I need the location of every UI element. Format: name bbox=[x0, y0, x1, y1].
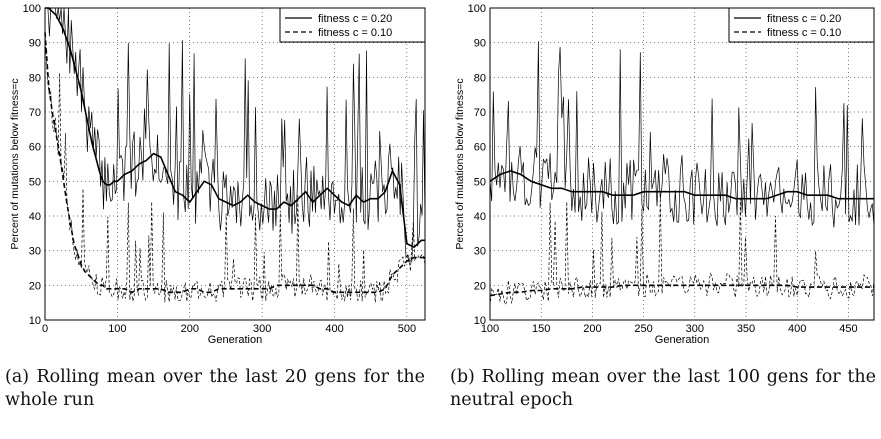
y-tick-label: 80 bbox=[474, 72, 486, 84]
x-tick-label: 350 bbox=[737, 323, 755, 335]
y-tick-label: 50 bbox=[474, 176, 486, 188]
y-tick-label: 100 bbox=[23, 3, 41, 15]
x-tick-label: 200 bbox=[583, 323, 601, 335]
x-tick-label: 450 bbox=[839, 323, 857, 335]
legend-box bbox=[279, 7, 426, 43]
panel-a-raw-trace-0 bbox=[45, 7, 426, 263]
y-tick-label: 20 bbox=[474, 280, 486, 292]
y-tick-label: 60 bbox=[474, 142, 486, 154]
y-tick-label: 70 bbox=[474, 107, 486, 119]
y-tick-label: 30 bbox=[474, 246, 486, 258]
legend-entry: fitness c = 0.10 bbox=[767, 27, 841, 39]
panel-a-series-line-1 bbox=[44, 32, 425, 294]
y-tick-label: 10 bbox=[29, 315, 41, 327]
panel-b-legend: fitness c = 0.20 fitness c = 0.10 bbox=[728, 7, 875, 43]
panel-a-axes-frame bbox=[44, 7, 426, 321]
y-tick-label: 80 bbox=[29, 72, 41, 84]
panel-b-axes-frame bbox=[489, 7, 875, 321]
y-tick-label: 50 bbox=[29, 176, 41, 188]
y-tick-label: 30 bbox=[29, 246, 41, 258]
panel-b-raw-trace-0 bbox=[489, 41, 875, 228]
panel-a-series-line-0 bbox=[45, 7, 425, 249]
x-tick-label: 100 bbox=[481, 323, 499, 335]
x-tick-label: 400 bbox=[325, 323, 343, 335]
panel-a-x-axis-label: Generation bbox=[208, 334, 262, 346]
panel-b-series-line-1 bbox=[489, 284, 874, 297]
y-tick-label: 60 bbox=[29, 142, 41, 154]
panel-b-series-line-0 bbox=[489, 170, 874, 200]
panel-a-legend: fitness c = 0.20 fitness c = 0.10 bbox=[279, 7, 426, 43]
x-tick-label: 300 bbox=[686, 323, 704, 335]
panel-b-y-axis-label: Percent of mutations below fitness=c bbox=[454, 78, 466, 249]
x-tick-label: 250 bbox=[634, 323, 652, 335]
x-tick-label: 400 bbox=[788, 323, 806, 335]
panel-a-raw-trace-1 bbox=[44, 31, 426, 303]
y-tick-label: 40 bbox=[29, 211, 41, 223]
x-tick-label: 300 bbox=[253, 323, 271, 335]
x-tick-label: 0 bbox=[42, 323, 48, 335]
chart-panel-b: 10 20 30 40 50 60 70 80 90 100 100 150 200 250 300 350 4… bbox=[454, 3, 875, 346]
legend-entry: fitness c = 0.10 bbox=[318, 27, 392, 39]
chart-panel-a: 10 20 30 40 50 60 70 80 90 100 0 100 200 300 400 500 Gen… bbox=[9, 3, 426, 346]
y-tick-label: 10 bbox=[474, 315, 486, 327]
y-tick-label: 20 bbox=[29, 280, 41, 292]
x-tick-label: 100 bbox=[108, 323, 126, 335]
y-tick-label: 70 bbox=[29, 107, 41, 119]
panel-b-x-axis-label: Generation bbox=[655, 334, 709, 346]
y-tick-label: 100 bbox=[468, 3, 486, 15]
panel-a-y-axis-label: Percent of mutations below fitness=c bbox=[9, 78, 21, 249]
legend-box bbox=[728, 7, 875, 43]
x-tick-label: 150 bbox=[532, 323, 550, 335]
legend-entry: fitness c = 0.20 bbox=[767, 13, 841, 25]
x-tick-label: 500 bbox=[398, 323, 416, 335]
caption-a: (a) Rolling mean over the last 20 gens f… bbox=[5, 367, 425, 410]
panel-b-grid bbox=[489, 7, 874, 321]
x-tick-label: 200 bbox=[181, 323, 199, 335]
y-tick-label: 40 bbox=[474, 211, 486, 223]
panel-b-raw-trace-1 bbox=[489, 195, 875, 307]
caption-b: (b) Rolling mean over the last 100 gens … bbox=[450, 367, 876, 410]
legend-entry: fitness c = 0.20 bbox=[318, 13, 392, 25]
y-tick-label: 90 bbox=[474, 38, 486, 50]
y-tick-label: 90 bbox=[29, 38, 41, 50]
